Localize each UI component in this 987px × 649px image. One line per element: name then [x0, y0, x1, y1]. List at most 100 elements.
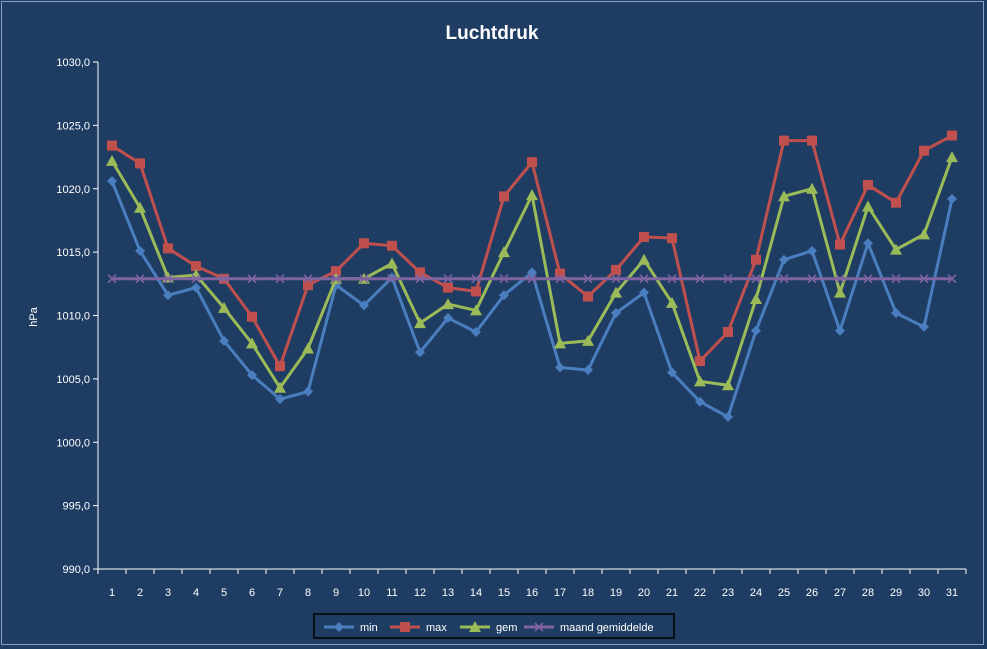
data-point-min — [191, 282, 201, 293]
data-point-gem — [302, 342, 314, 354]
data-point-maand-gemiddelde — [779, 274, 789, 284]
data-point-min — [583, 365, 593, 376]
data-point-maand-gemiddelde — [611, 274, 621, 284]
x-tick-label: 26 — [806, 587, 818, 599]
data-point-gem — [386, 257, 398, 269]
data-point-min — [359, 300, 369, 311]
data-point-max — [387, 240, 397, 251]
data-point-gem — [918, 228, 930, 240]
x-tick-label: 21 — [666, 587, 678, 599]
data-point-min — [639, 287, 649, 298]
x-tick-label: 30 — [918, 587, 930, 599]
x-tick-label: 5 — [221, 587, 227, 599]
data-point-maand-gemiddelde — [359, 274, 369, 284]
x-tick-label: 7 — [277, 587, 283, 599]
x-tick-label: 8 — [305, 587, 311, 599]
legend-marker-max — [400, 622, 410, 632]
data-point-gem — [134, 201, 146, 213]
y-tick-label: 1005,0 — [56, 374, 90, 386]
x-tick-label: 18 — [582, 587, 594, 599]
data-point-maand-gemiddelde — [835, 274, 845, 284]
data-point-max — [835, 239, 845, 250]
legend-box — [313, 613, 675, 639]
data-point-max — [163, 243, 173, 254]
data-point-maand-gemiddelde — [555, 274, 565, 284]
data-point-maand-gemiddelde — [583, 274, 593, 284]
data-point-maand-gemiddelde — [863, 274, 873, 284]
data-point-maand-gemiddelde — [499, 274, 509, 284]
legend-label-gem: gem — [496, 622, 517, 634]
x-tick-label: 22 — [694, 587, 706, 599]
data-point-gem — [554, 337, 566, 349]
data-point-gem — [246, 337, 258, 349]
data-point-max — [863, 179, 873, 190]
x-tick-label: 10 — [358, 587, 370, 599]
data-point-max — [247, 311, 257, 322]
data-point-gem — [722, 379, 734, 391]
legend: min max gem maand gemiddelde — [313, 613, 675, 639]
data-point-min — [303, 386, 313, 397]
data-point-maand-gemiddelde — [639, 274, 649, 284]
data-point-min — [555, 362, 565, 373]
data-point-gem — [862, 200, 874, 212]
data-point-maand-gemiddelde — [807, 274, 817, 284]
data-point-maand-gemiddelde — [219, 274, 229, 284]
series-min — [107, 176, 957, 422]
data-point-max — [303, 280, 313, 291]
legend-marker-gem — [469, 621, 481, 632]
y-axis: 990,0 995,0 1000,0 1005,0 1010,0 1015,0 1020,0… — [56, 57, 98, 576]
data-point-maand-gemiddelde — [107, 274, 117, 284]
x-tick-label: 24 — [750, 587, 762, 599]
data-point-max — [275, 361, 285, 372]
y-tick-label: 1025,0 — [56, 120, 90, 132]
data-point-maand-gemiddelde — [191, 274, 201, 284]
data-point-max — [947, 130, 957, 141]
x-tick-label: 1 — [109, 587, 115, 599]
data-point-maand-gemiddelde — [163, 274, 173, 284]
y-tick-label: 1000,0 — [56, 437, 90, 449]
data-point-max — [471, 286, 481, 297]
data-point-gem — [218, 301, 230, 313]
y-tick-label: 1030,0 — [56, 57, 90, 69]
data-point-maand-gemiddelde — [135, 274, 145, 284]
data-point-max — [611, 264, 621, 275]
data-point-gem — [638, 253, 650, 265]
data-point-max — [499, 191, 509, 202]
data-point-min — [107, 176, 117, 187]
data-point-min — [163, 290, 173, 301]
data-point-max — [667, 233, 677, 244]
data-point-min — [499, 290, 509, 301]
data-point-maand-gemiddelde — [527, 274, 537, 284]
data-point-maand-gemiddelde — [919, 274, 929, 284]
data-point-maand-gemiddelde — [331, 274, 341, 284]
y-tick-label: 990,0 — [62, 564, 90, 576]
data-point-min — [947, 193, 957, 204]
data-point-max — [919, 145, 929, 156]
data-point-maand-gemiddelde — [415, 274, 425, 284]
data-point-maand-gemiddelde — [275, 274, 285, 284]
data-point-maand-gemiddelde — [303, 274, 313, 284]
data-point-gem — [498, 246, 510, 258]
data-point-gem — [778, 190, 790, 202]
data-point-maand-gemiddelde — [443, 274, 453, 284]
data-point-gem — [890, 243, 902, 255]
data-point-max — [107, 140, 117, 151]
series-max — [107, 130, 957, 372]
series-line-max — [111, 134, 953, 368]
data-point-gem — [694, 375, 706, 387]
data-point-maand-gemiddelde — [667, 274, 677, 284]
x-tick-label: 3 — [165, 587, 171, 599]
data-point-min — [135, 245, 145, 256]
data-point-gem — [414, 317, 426, 329]
data-point-max — [779, 135, 789, 146]
data-point-min — [667, 367, 677, 378]
chart-title: Luchtdruk — [446, 23, 539, 44]
x-tick-label: 9 — [333, 587, 339, 599]
data-point-maand-gemiddelde — [387, 274, 397, 284]
data-point-max — [191, 261, 201, 272]
data-point-min — [275, 394, 285, 405]
data-point-maand-gemiddelde — [695, 274, 705, 284]
data-point-min — [471, 326, 481, 337]
data-point-gem — [834, 286, 846, 298]
